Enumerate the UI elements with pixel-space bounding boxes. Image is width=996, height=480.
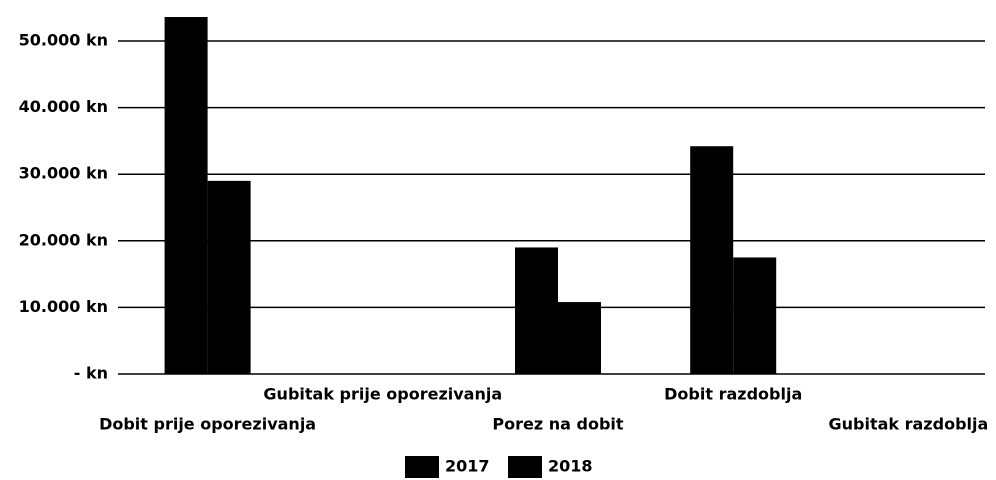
bar (690, 146, 734, 374)
bar (207, 180, 251, 374)
bar (164, 17, 208, 375)
legend-label: 2017 (445, 457, 490, 476)
legend-label: 2018 (548, 457, 593, 476)
y-tick-label: - kn (74, 364, 108, 383)
x-tick-label: Dobit prije oporezivanja (99, 415, 316, 434)
legend-swatch (508, 456, 542, 478)
x-tick-label: Gubitak prije oporezivanja (263, 385, 502, 404)
x-tick-label: Gubitak razdoblja (829, 415, 989, 434)
bar (558, 302, 601, 374)
x-tick-label: Dobit razdoblja (664, 385, 802, 404)
bar (733, 257, 777, 374)
bar (515, 247, 558, 374)
x-tick-label: Porez na dobit (492, 415, 623, 434)
y-tick-label: 50.000 kn (19, 31, 108, 50)
y-tick-label: 30.000 kn (19, 164, 108, 183)
y-tick-label: 40.000 kn (19, 97, 108, 116)
y-tick-label: 20.000 kn (19, 230, 108, 249)
y-tick-label: 10.000 kn (19, 297, 108, 316)
legend-swatch (405, 456, 439, 478)
